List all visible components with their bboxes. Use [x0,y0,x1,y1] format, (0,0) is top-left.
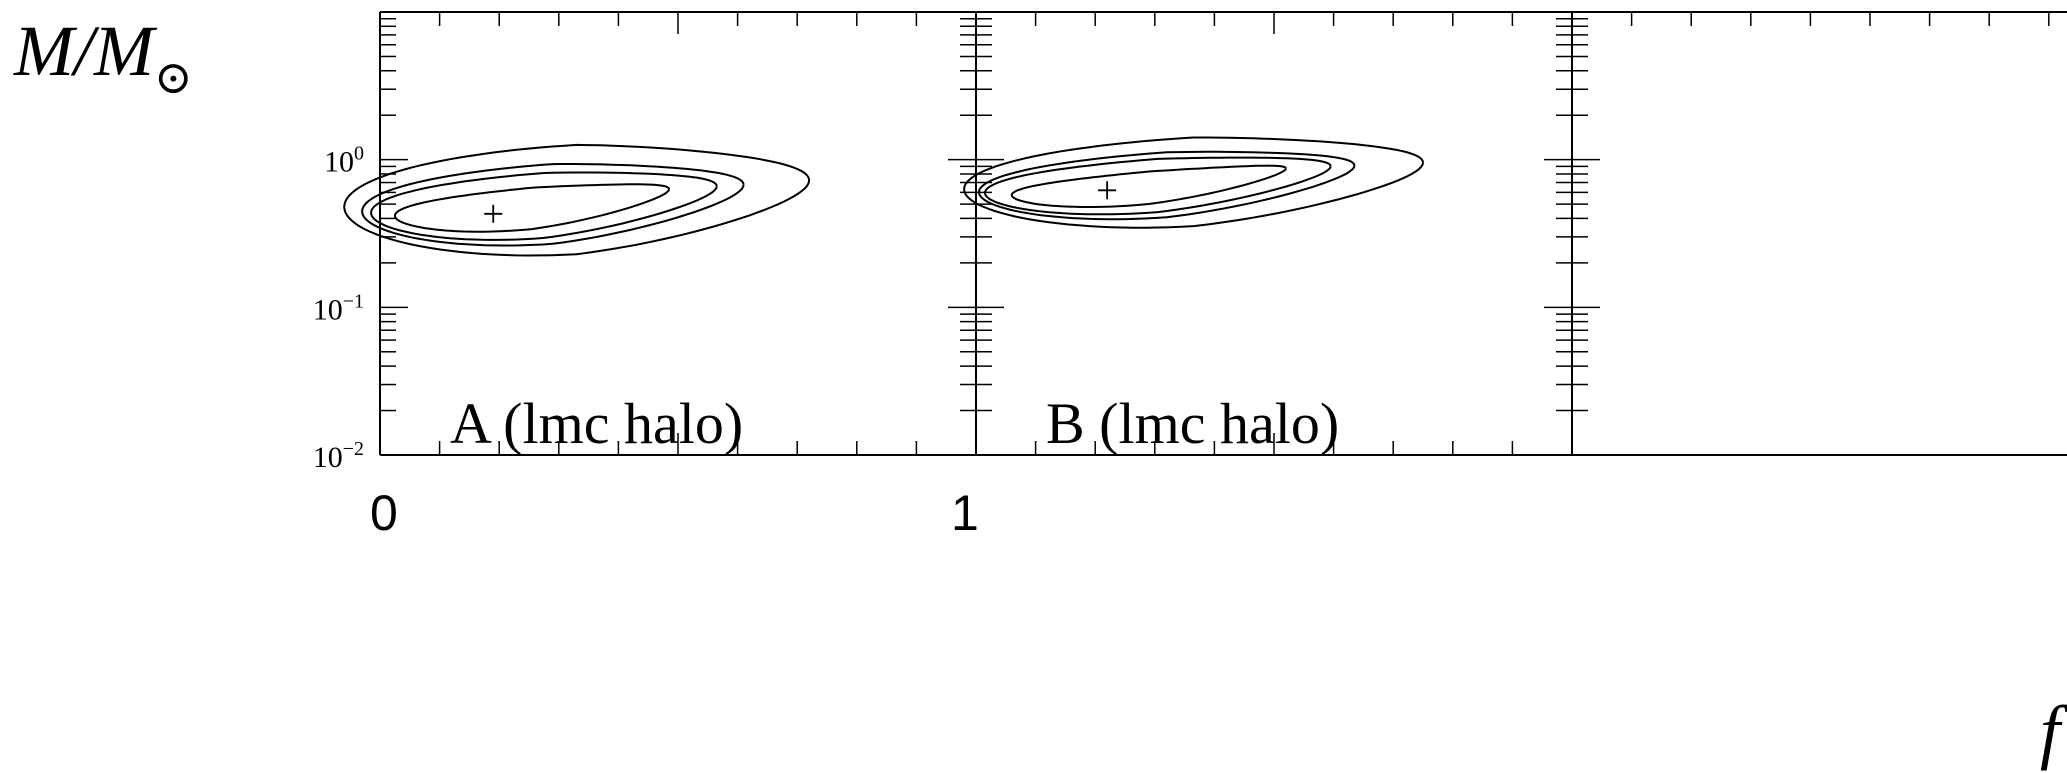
y-tick-label-base: 10 [313,293,343,326]
panel-label-b: B (lmc halo) [1046,391,1339,456]
outer-x-tick-1: 1 [951,485,979,541]
x-axis-title: f [2040,691,2061,771]
y-axis-title: M/M⊙ [14,10,193,103]
y-tick-label-exponent: −2 [343,438,364,460]
sun-symbol: ⊙ [153,52,193,103]
contour-a-0 [393,183,671,233]
contour-b-3 [963,136,1424,229]
y-tick-label-exponent: −1 [343,290,364,312]
y-tick-label-0: 100 [324,143,364,179]
contour-a-1 [370,171,718,241]
contour-b-2 [977,150,1356,221]
y-tick-label-base: 10 [324,146,354,179]
y-tick-label-1: 10−1 [313,290,364,326]
y-tick-label-base: 10 [313,441,343,474]
y-tick-label-2: 10−2 [313,438,364,474]
contour-a-3 [343,143,811,257]
panel-label-a: A (lmc halo) [450,391,743,456]
y-axis-title-main: M/M [14,11,154,91]
contour-a-2 [361,163,745,247]
y-tick-label-exponent: 0 [354,143,364,165]
outer-x-tick-0: 0 [370,485,398,541]
contour-b-1 [983,156,1332,216]
contour-b-0 [1010,164,1287,208]
